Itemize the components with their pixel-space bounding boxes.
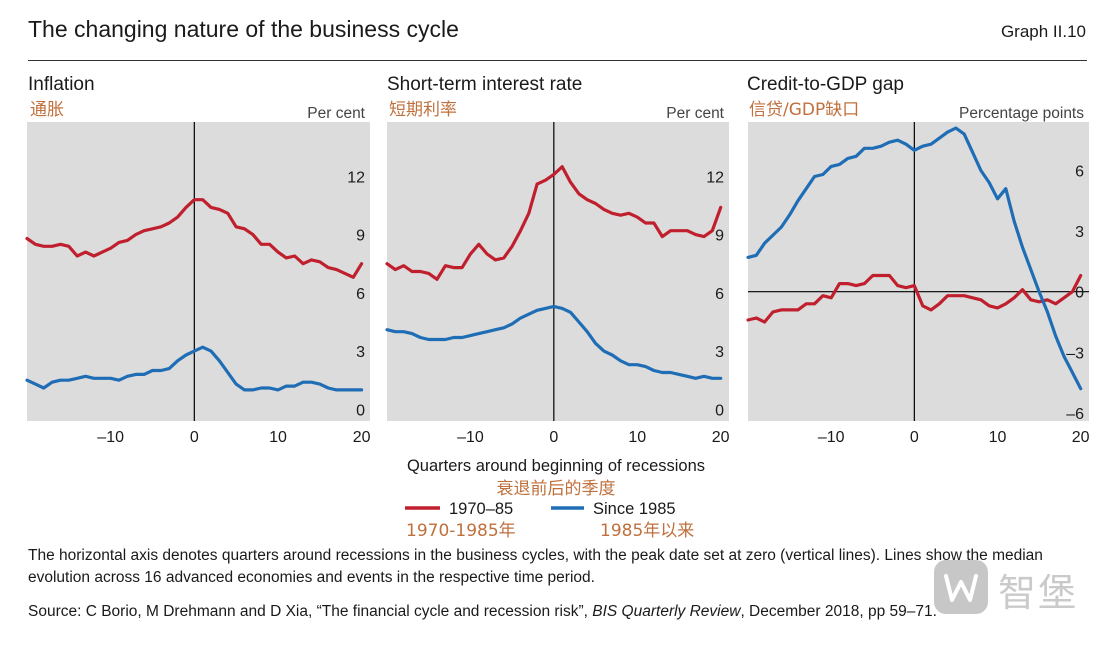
y-tick-label: –6 [1066, 406, 1084, 423]
panel-title-cn: 信贷/GDP缺口 [749, 100, 859, 120]
watermark-text: 智堡 [998, 571, 1079, 615]
x-tick-label: 20 [1072, 429, 1090, 446]
x-tick-label: –10 [457, 429, 484, 446]
y-tick-label: 9 [356, 228, 365, 245]
graph-number: Graph II.10 [1000, 22, 1086, 41]
x-tick-label: 10 [989, 429, 1007, 446]
panel-title: Inflation [28, 74, 95, 95]
x-tick-label: 20 [712, 429, 730, 446]
x-tick-label: 10 [269, 429, 287, 446]
x-tick-label: 0 [910, 429, 919, 446]
y-tick-label: 12 [706, 169, 724, 186]
y-tick-label: 3 [715, 344, 724, 361]
footnote: The horizontal axis denotes quarters aro… [28, 547, 1043, 586]
legend-label-cn: 1985年以来 [600, 521, 694, 541]
x-tick-label: 10 [628, 429, 646, 446]
legend-label: 1970–85 [449, 500, 513, 518]
zhibao-logo-icon [934, 560, 988, 614]
x-tick-label: 0 [190, 429, 199, 446]
y-tick-label: 9 [715, 228, 724, 245]
series-line-since-1985 [385, 304, 723, 380]
watermark: 智堡 [934, 558, 1094, 618]
y-tick-label: 3 [356, 344, 365, 361]
y-tick-label: 6 [356, 286, 365, 303]
plot-area [748, 122, 1089, 421]
unit-label: Percentage points [959, 105, 1084, 122]
y-tick-label: 0 [356, 402, 365, 419]
legend-label: Since 1985 [593, 500, 676, 518]
title-rule [28, 60, 1087, 61]
source-publication: BIS Quarterly Review [592, 603, 741, 620]
plot-area [27, 122, 370, 421]
series-line-1970-85 [746, 273, 1083, 324]
y-tick-label: 12 [347, 169, 365, 186]
unit-label: Per cent [666, 105, 724, 122]
y-tick-label: 0 [1075, 285, 1084, 302]
y-tick-label: 6 [715, 286, 724, 303]
series-line-1970-85 [385, 165, 723, 281]
source-note: Source: C Borio, M Drehmann and D Xia, “… [28, 603, 937, 621]
x-tick-label: 20 [353, 429, 371, 446]
x-axis-title: Quarters around beginning of recessions [407, 457, 705, 475]
panel-title-cn: 短期利率 [389, 100, 457, 120]
chart-title: The changing nature of the business cycl… [28, 16, 459, 42]
y-tick-label: 3 [1075, 224, 1084, 241]
unit-label: Per cent [307, 105, 365, 122]
legend-label-cn: 1970-1985年 [406, 521, 516, 541]
series-line-since-1985 [746, 126, 1083, 391]
panel-title: Short-term interest rate [387, 74, 582, 95]
y-tick-label: 0 [715, 402, 724, 419]
x-tick-label: 0 [549, 429, 558, 446]
x-axis-title-cn: 衰退前后的季度 [497, 479, 616, 499]
y-tick-label: –3 [1066, 345, 1084, 362]
x-tick-label: –10 [97, 429, 124, 446]
y-tick-label: 6 [1075, 163, 1084, 180]
x-tick-label: –10 [818, 429, 845, 446]
series-line-1970-85 [25, 198, 364, 279]
panel-title: Credit-to-GDP gap [747, 74, 904, 95]
series-line-since-1985 [25, 345, 364, 392]
source-prefix: Source: C Borio, M Drehmann and D Xia, “… [28, 603, 593, 620]
panel-title-cn: 通胀 [30, 100, 64, 120]
source-suffix: , December 2018, pp 59–71. [740, 603, 937, 620]
plot-area [387, 122, 729, 421]
